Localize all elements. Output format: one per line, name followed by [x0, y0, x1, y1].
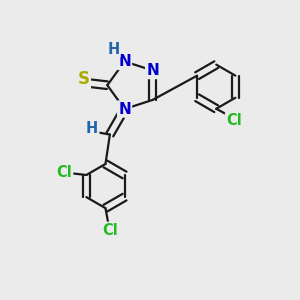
- Text: Cl: Cl: [226, 113, 242, 128]
- Text: H: H: [107, 42, 119, 57]
- Text: Cl: Cl: [56, 165, 72, 180]
- Text: N: N: [118, 54, 131, 69]
- Text: N: N: [118, 101, 131, 116]
- Text: S: S: [78, 70, 90, 88]
- Text: N: N: [146, 63, 159, 78]
- Text: H: H: [86, 121, 98, 136]
- Text: Cl: Cl: [102, 223, 118, 238]
